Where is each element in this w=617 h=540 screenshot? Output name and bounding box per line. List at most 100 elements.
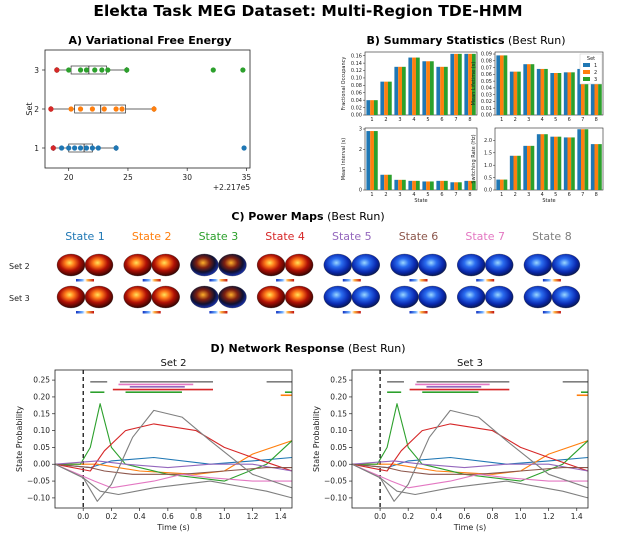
panel-b-title-bold: B) Summary Statistics bbox=[366, 34, 504, 47]
panel-b-ytick-label: 1.5 bbox=[484, 151, 492, 157]
panel-b-bar bbox=[468, 53, 472, 115]
panel-c-brain-map bbox=[190, 285, 247, 314]
panel-c-state-label: State 7 bbox=[465, 230, 505, 243]
panel-b-bar bbox=[567, 137, 572, 190]
panel-b-bar bbox=[457, 182, 462, 190]
panel-a-point bbox=[77, 106, 84, 112]
panel-b-bar bbox=[550, 73, 554, 115]
panel-c-brain-map bbox=[256, 253, 314, 282]
panel-d-ylabel: State Probability bbox=[15, 406, 24, 472]
panel-d-ytick-label: 0.05 bbox=[330, 443, 347, 452]
panel-d-series-line bbox=[55, 423, 292, 472]
panel-b-charts: 1 2 3 4 5 6 7 80.000.020.040.060.080.100.120.14… bbox=[341, 51, 604, 204]
brain-left-icon bbox=[457, 285, 486, 309]
brain-left-icon bbox=[390, 253, 419, 277]
panel-d-xtick-label: 0.4 bbox=[430, 512, 442, 521]
brain-left-icon bbox=[56, 285, 86, 309]
panel-b-xtick-label: 7 bbox=[581, 117, 584, 123]
panel-b-bar bbox=[415, 180, 420, 190]
brain-left-icon bbox=[123, 253, 152, 277]
panel-d-ytick-label: 0.20 bbox=[33, 392, 50, 401]
panel-b-bar bbox=[503, 179, 508, 190]
brain-left-icon bbox=[523, 253, 553, 277]
panel-b-bar bbox=[496, 55, 500, 115]
panel-d-series-line bbox=[55, 463, 292, 499]
panel-b-xtick-label: 2 bbox=[514, 192, 517, 198]
panel-c-colorbar bbox=[409, 279, 428, 282]
panel-b-ytick-label: 2.0 bbox=[484, 138, 492, 144]
panel-b-ytick-label: 0.06 bbox=[351, 90, 362, 96]
panel-b-bar bbox=[401, 179, 406, 190]
panel-a-xtick-label: 35 bbox=[242, 173, 252, 182]
panel-c-brain-map bbox=[523, 285, 581, 314]
panel-b-bar bbox=[401, 66, 406, 115]
panel-d-subplot: Set 2 0.0 0.2 0.4 0.6 0.8 1.0 1.2 1.4 0.25 0.20 0.1… bbox=[15, 358, 293, 532]
panel-b-xtick-label: 2 bbox=[514, 117, 517, 123]
panel-b-ytick-label: 0.01 bbox=[481, 106, 492, 112]
panel-b-bar bbox=[530, 64, 535, 115]
panel-a-point bbox=[113, 106, 119, 112]
brain-right-icon bbox=[84, 253, 114, 277]
panel-b-bar bbox=[429, 181, 434, 190]
panel-b-bar bbox=[412, 180, 416, 190]
panel-b-bar bbox=[513, 155, 518, 190]
panel-c-brain-map bbox=[123, 285, 180, 314]
panel-b-ytick-label: 0.0 bbox=[484, 188, 492, 194]
panel-c-state-label: State 4 bbox=[265, 230, 305, 243]
brain-right-icon bbox=[551, 285, 581, 309]
panel-b-xlabel: State bbox=[542, 198, 555, 204]
panel-b-bar bbox=[408, 180, 413, 190]
panel-c-colorbar bbox=[142, 279, 161, 282]
panel-d-series-line bbox=[352, 403, 588, 482]
panel-c-brain-map bbox=[390, 253, 447, 282]
panel-d-ylabel: State Probability bbox=[312, 406, 321, 472]
panel-c-colorbar bbox=[276, 311, 295, 314]
panel-a-point bbox=[77, 67, 84, 73]
panel-b-bar bbox=[370, 100, 374, 115]
panel-b-xtick-label: 5 bbox=[426, 117, 429, 123]
panel-b-bar bbox=[577, 129, 581, 190]
panel-b-xtick-label: 8 bbox=[595, 192, 598, 198]
panel-a-point bbox=[89, 145, 95, 151]
panel-b-bar bbox=[530, 145, 535, 190]
panel-b-bar bbox=[523, 64, 527, 115]
panel-b-xtick-label: 5 bbox=[426, 192, 429, 198]
panel-b-legend-frame bbox=[579, 53, 603, 85]
panel-d-series-line bbox=[352, 463, 588, 489]
panel-b-bar bbox=[387, 174, 392, 190]
panel-b-legend-swatch bbox=[583, 70, 590, 74]
panel-d-subplot-title: Set 3 bbox=[457, 358, 483, 369]
panel-b-ytick-label: 0.14 bbox=[351, 61, 362, 67]
panel-c-brain-map bbox=[457, 253, 514, 282]
panel-d-xtick-label: 0.2 bbox=[105, 512, 117, 521]
panel-c-brain-map bbox=[56, 253, 114, 282]
panel-d-ytick-label: 0.15 bbox=[330, 409, 347, 418]
panel-d-series-line bbox=[352, 463, 588, 475]
panel-c-title-light: (Best Run) bbox=[324, 210, 385, 223]
brain-left-icon bbox=[523, 285, 553, 309]
panel-c-brain-map bbox=[323, 253, 380, 282]
panel-b-xtick-label: 8 bbox=[595, 117, 598, 123]
panel-d-xtick-label: 1.0 bbox=[515, 512, 527, 521]
panel-d-ytick-label: 0.15 bbox=[33, 409, 50, 418]
panel-d-series-line bbox=[55, 440, 292, 475]
panel-b-bar bbox=[584, 68, 589, 115]
panel-c-colorbar bbox=[342, 279, 361, 282]
panel-b-xtick-label: 7 bbox=[454, 117, 457, 123]
panel-a-point bbox=[58, 145, 65, 151]
panel-c-brain-map bbox=[390, 285, 447, 314]
panel-b-xtick-label: 7 bbox=[581, 192, 584, 198]
panel-d-xtick-label: 0.2 bbox=[402, 512, 414, 521]
panel-b-xtick-label: 1 bbox=[500, 117, 503, 123]
panel-d-ytick-label: 0.10 bbox=[330, 426, 347, 435]
panel-b-bar bbox=[577, 68, 581, 115]
panel-b-xtick-label: 2 bbox=[384, 117, 387, 123]
brain-right-icon bbox=[551, 253, 581, 277]
panel-b-ytick-label: 3 bbox=[359, 127, 362, 133]
panel-d-ytick-label: 0.05 bbox=[33, 443, 50, 452]
panel-b-xtick-label: 6 bbox=[440, 117, 443, 123]
panel-a-point bbox=[240, 67, 246, 73]
panel-b-bar bbox=[387, 81, 392, 115]
panel-b-bar bbox=[517, 155, 521, 190]
brain-left-icon bbox=[256, 253, 286, 277]
